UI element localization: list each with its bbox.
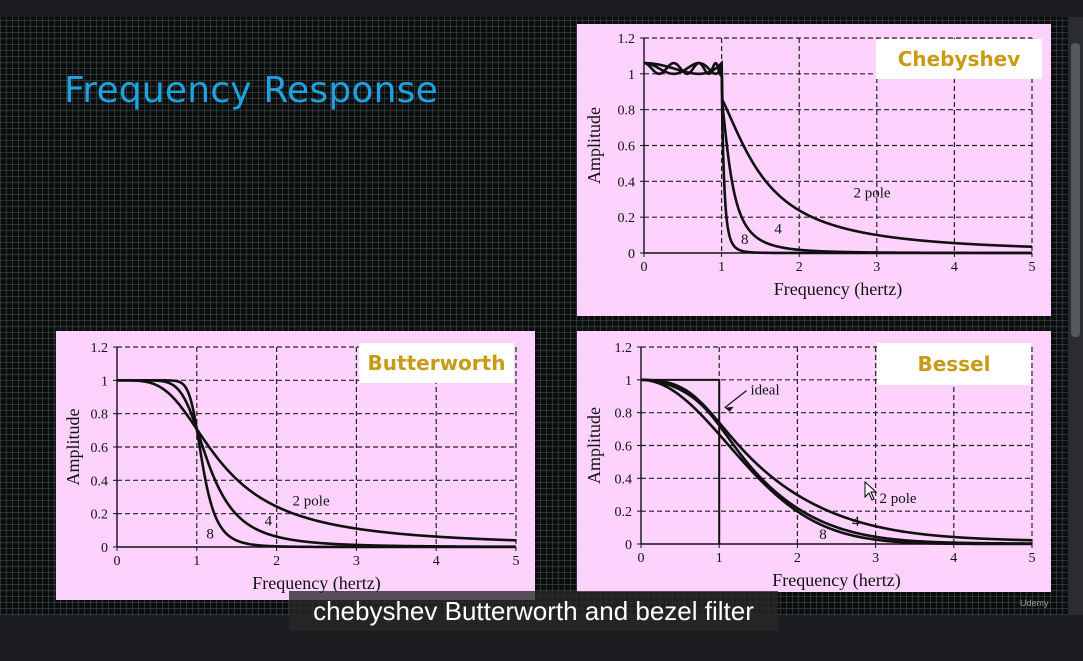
x-axis-label: Frequency (hertz) (252, 573, 380, 594)
mouse-cursor-icon (864, 481, 878, 501)
x-tick-label: 5 (1029, 551, 1036, 566)
series-line-2-pole (643, 59, 1033, 249)
y-tick-label: 0.4 (91, 474, 109, 489)
annotation-label: 4 (265, 513, 273, 529)
x-tick-label: 2 (273, 554, 280, 569)
udemy-watermark: Udemy (1020, 598, 1049, 608)
y-axis-label: Amplitude (584, 407, 604, 484)
y-tick-label: 0.6 (91, 441, 109, 456)
series-line-4-pole (640, 378, 1032, 545)
x-tick-label: 0 (641, 260, 648, 275)
x-axis-label: Frequency (hertz) (772, 570, 900, 591)
x-tick-label: 1 (716, 551, 723, 566)
x-tick-label: 3 (872, 551, 879, 566)
series-line-8-pole (640, 378, 1032, 546)
ideal-response-line (641, 378, 721, 544)
series-line-8-pole (643, 61, 1032, 255)
y-tick-label: 0.2 (618, 211, 636, 226)
y-tick-label: 0.6 (618, 140, 636, 155)
x-axis-label: Frequency (hertz) (774, 279, 902, 300)
y-tick-label: 0 (625, 538, 632, 553)
chart-svg-bessel: 0 1 2 3 4 5 0 0.2 0.4 0.6 0.8 1 1.2 Frequency (hertz)… (584, 341, 1036, 591)
chart-butterworth: 0 1 2 3 4 5 0 0.2 0.4 0.6 0.8 1 1.2 Frequency (hertz)… (56, 331, 535, 600)
y-tick-label: 1 (625, 374, 632, 389)
x-tick-label: 5 (513, 554, 520, 569)
top-bar (0, 0, 1083, 17)
annotation-label: 8 (819, 527, 827, 543)
y-tick-label: 1 (628, 68, 635, 83)
annotation-label: 4 (774, 221, 782, 237)
x-tick-label: 3 (873, 260, 880, 275)
x-tick-label: 0 (638, 551, 645, 566)
annotation-label: 2 pole (854, 185, 891, 201)
y-tick-label: 0.4 (615, 472, 633, 487)
y-tick-label: 0 (628, 247, 635, 262)
x-tick-label: 2 (794, 551, 801, 566)
chart-title-chebyshev: Chebyshev (876, 39, 1042, 79)
chart-chebyshev: 0 1 2 3 4 5 0 0.2 0.4 0.6 0.8 1 1.2 Frequency (hertz)… (577, 24, 1051, 316)
x-tick-label: 2 (796, 260, 803, 275)
chart-bessel: 0 1 2 3 4 5 0 0.2 0.4 0.6 0.8 1 1.2 Frequency (hertz)… (577, 331, 1051, 592)
x-tick-label: 1 (193, 554, 200, 569)
annotation-label: ideal (750, 383, 779, 399)
annotation-arrowhead (724, 406, 734, 412)
annotation-label: 8 (206, 527, 214, 543)
y-tick-label: 0.4 (618, 175, 636, 190)
x-tick-label: 3 (353, 554, 360, 569)
y-tick-label: 1.2 (91, 341, 109, 356)
y-tick-label: 0.2 (91, 508, 109, 523)
annotation-label: 2 pole (880, 491, 917, 507)
x-tick-label: 4 (950, 551, 957, 566)
y-axis-label: Amplitude (63, 408, 83, 485)
chart-title-bessel: Bessel (877, 343, 1031, 385)
y-tick-label: 0 (101, 541, 108, 556)
y-tick-label: 1.2 (615, 341, 633, 356)
chart-svg-butterworth: 0 1 2 3 4 5 0 0.2 0.4 0.6 0.8 1 1.2 Frequency (hertz)… (63, 341, 520, 594)
y-axis-label: Amplitude (584, 107, 604, 184)
x-tick-label: 0 (114, 554, 121, 569)
chart-svg-chebyshev: 0 1 2 3 4 5 0 0.2 0.4 0.6 0.8 1 1.2 Frequency (hertz)… (584, 32, 1036, 300)
x-tick-label: 4 (951, 260, 958, 275)
y-tick-label: 1 (101, 374, 108, 389)
y-tick-label: 0.8 (615, 407, 633, 422)
x-tick-label: 5 (1029, 260, 1036, 275)
scrollbar-thumb[interactable] (1071, 43, 1080, 337)
annotation-label: 8 (741, 232, 749, 248)
annotation-arrow (724, 390, 747, 409)
series-line-2-pole (117, 379, 517, 542)
x-tick-label: 1 (718, 260, 725, 275)
annotation-label: 4 (852, 514, 860, 530)
y-tick-label: 0.8 (91, 408, 109, 423)
series-line-4-pole (643, 61, 1032, 255)
y-tick-label: 0.2 (615, 505, 633, 520)
x-tick-label: 4 (433, 554, 440, 569)
y-tick-label: 0.6 (615, 440, 633, 455)
series-line-8-pole (117, 379, 516, 549)
scrollbar[interactable] (1068, 17, 1083, 615)
annotation-label: 2 pole (293, 493, 330, 509)
y-tick-label: 1.2 (618, 32, 636, 47)
y-tick-label: 0.8 (618, 104, 636, 119)
slide-title: Frequency Response (64, 70, 438, 111)
subtitle-caption: chebyshev Butterworth and bezel filter (289, 591, 778, 631)
chart-title-butterworth: Butterworth (359, 343, 514, 383)
